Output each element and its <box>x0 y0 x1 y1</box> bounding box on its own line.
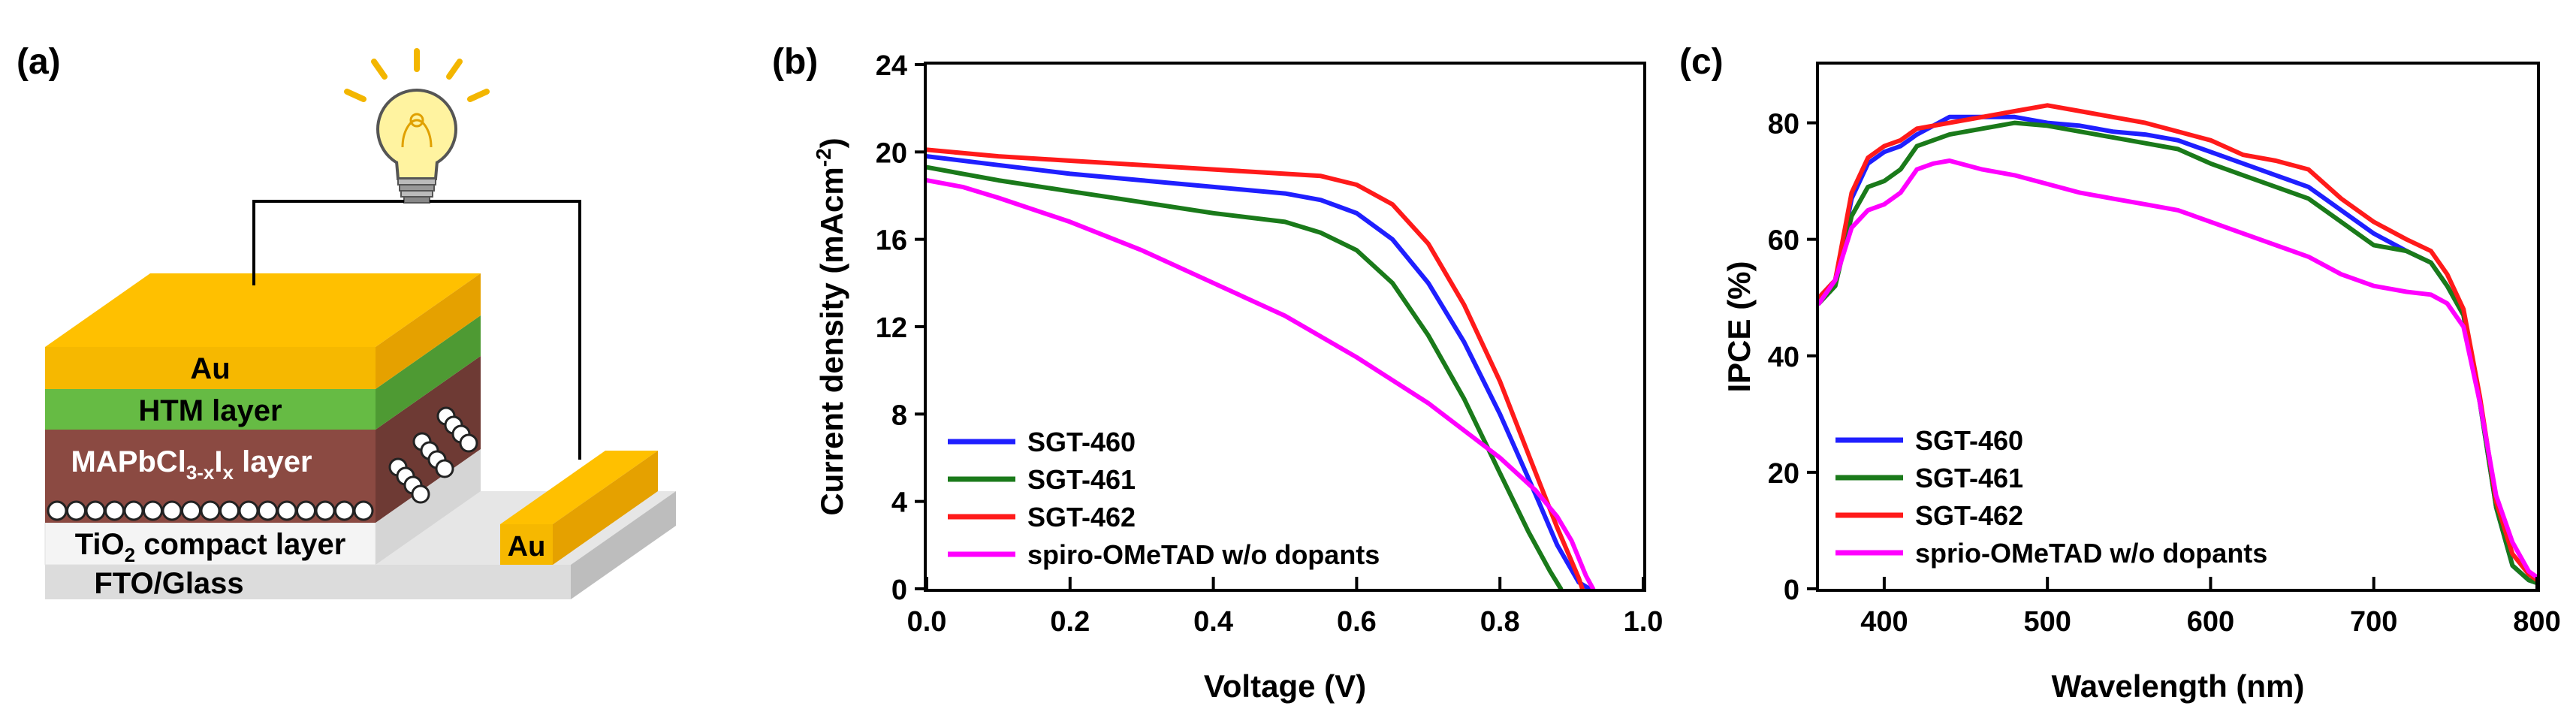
nanoparticle <box>258 500 278 521</box>
nanoparticle <box>181 500 201 521</box>
nanoparticle <box>104 500 125 521</box>
au-top-electrode: Au <box>45 273 481 389</box>
jv-ylabel: Current density (mAcm-2) <box>812 137 849 515</box>
legend-label-4: spiro-OMeTAD w/o dopants <box>1027 539 1380 570</box>
nanoparticle <box>276 500 297 521</box>
panel-label-b: (b) <box>772 42 818 82</box>
y-tick-label: 60 <box>1768 225 1799 257</box>
nanoparticle <box>315 500 336 521</box>
nanoparticle <box>411 484 430 504</box>
y-tick-label: 4 <box>891 487 907 519</box>
htm-layer: HTM layer <box>45 315 481 430</box>
fto-label: FTO/Glass <box>94 567 243 600</box>
jv-series-group <box>925 147 1596 591</box>
x-tick-label: 800 <box>2513 606 2560 638</box>
panel-a: (a) FTO/Glass <box>17 42 676 600</box>
tio2-layer: TiO2 compact layer <box>44 449 481 566</box>
nanoparticle <box>219 500 240 521</box>
y-tick-label: 0 <box>1784 575 1799 606</box>
y-tick-label: 20 <box>876 137 907 169</box>
series-line-1 <box>925 154 1592 591</box>
y-tick-label: 12 <box>876 312 907 344</box>
nanoparticle <box>161 500 182 521</box>
y-tick-label: 80 <box>1768 109 1799 140</box>
series-line-3 <box>925 147 1585 591</box>
legend-label-2: SGT-461 <box>1915 463 2023 493</box>
x-tick-label: 0.4 <box>1193 606 1233 638</box>
nanoparticle <box>459 433 478 453</box>
au-contact-label: Au <box>508 531 546 563</box>
y-tick-label: 8 <box>891 400 907 431</box>
tio2-label: TiO2 compact layer <box>75 528 346 566</box>
nanoparticle <box>200 500 221 521</box>
y-tick-label: 16 <box>876 225 907 257</box>
jv-ticks: 0.0 0.2 0.4 0.6 0.8 1.0 0 4 8 12 16 20 24 <box>876 50 1664 638</box>
y-tick-label: 20 <box>1768 458 1799 490</box>
x-tick-label: 1.0 <box>1624 606 1664 638</box>
nanoparticle <box>334 500 354 521</box>
y-tick-label: 40 <box>1768 342 1799 373</box>
ipce-plot-frame <box>1816 62 2540 592</box>
ipce-ticks: 400 500 600 700 800 0 20 40 60 80 <box>1768 109 2561 638</box>
tio2-nanoparticles <box>47 500 374 521</box>
nanoparticle <box>66 500 86 521</box>
tio2-nanoparticles-side <box>388 406 478 504</box>
panel-c-ipce-chart: (c) 400 500 600 700 800 0 20 40 60 80 Wavelength … <box>1679 42 2561 704</box>
legend-label-1: SGT-460 <box>1915 425 2023 456</box>
x-tick-label: 0.6 <box>1337 606 1377 638</box>
legend-label-3: SGT-462 <box>1915 500 2023 531</box>
ipce-ylabel: IPCE (%) <box>1721 261 1757 392</box>
legend-label-3: SGT-462 <box>1027 502 1136 532</box>
series-line-3 <box>1817 103 2539 583</box>
panel-label-a: (a) <box>17 42 61 82</box>
nanoparticle <box>353 500 374 521</box>
x-tick-label: 700 <box>2350 606 2397 638</box>
y-tick-label: 0 <box>891 575 907 606</box>
nanoparticle <box>296 500 316 521</box>
series-line-4 <box>925 178 1596 591</box>
x-tick-label: 600 <box>2187 606 2234 638</box>
light-bulb-icon <box>344 48 490 204</box>
ipce-series-group <box>1817 103 2539 586</box>
nanoparticle <box>435 459 454 478</box>
legend-label-2: SGT-461 <box>1027 464 1136 495</box>
x-tick-label: 0.2 <box>1050 606 1090 638</box>
jv-legend: SGT-460 SGT-461 SGT-462 spiro-OMeTAD w/o do… <box>948 427 1380 570</box>
wire-left <box>252 200 404 285</box>
perovskite-layer: MAPbCl3-xIx layer <box>45 356 481 523</box>
x-tick-label: 400 <box>1860 606 1908 638</box>
ipce-legend: SGT-460 SGT-461 SGT-462 sprio-OMeTAD w/o do… <box>1835 425 2267 569</box>
nanoparticle <box>85 500 106 521</box>
au-side-contact: Au <box>500 451 658 565</box>
nanoparticle <box>47 500 68 521</box>
jv-xlabel: Voltage (V) <box>1204 668 1366 704</box>
x-tick-label: 0.0 <box>907 606 947 638</box>
nanoparticle <box>123 500 144 521</box>
nanoparticle <box>238 500 259 521</box>
ipce-xlabel: Wavelength (nm) <box>2052 668 2305 704</box>
panel-label-c: (c) <box>1679 42 1724 82</box>
nanoparticle <box>143 500 163 521</box>
series-line-2 <box>925 164 1564 591</box>
panel-b-jv-chart: (b) 0.0 0.2 0.4 0.6 0.8 1.0 0 4 8 12 16 20 24 Voltag… <box>772 42 1663 704</box>
y-tick-label: 24 <box>876 50 907 82</box>
au-top-label: Au <box>190 352 230 385</box>
series-line-4 <box>1817 158 2539 580</box>
htm-label: HTM layer <box>138 394 282 427</box>
x-tick-label: 500 <box>2023 606 2071 638</box>
perovskite-label: MAPbCl3-xIx layer <box>71 445 312 484</box>
x-tick-label: 0.8 <box>1480 606 1520 638</box>
legend-label-4: sprio-OMeTAD w/o dopants <box>1915 538 2267 569</box>
legend-label-1: SGT-460 <box>1027 427 1136 457</box>
